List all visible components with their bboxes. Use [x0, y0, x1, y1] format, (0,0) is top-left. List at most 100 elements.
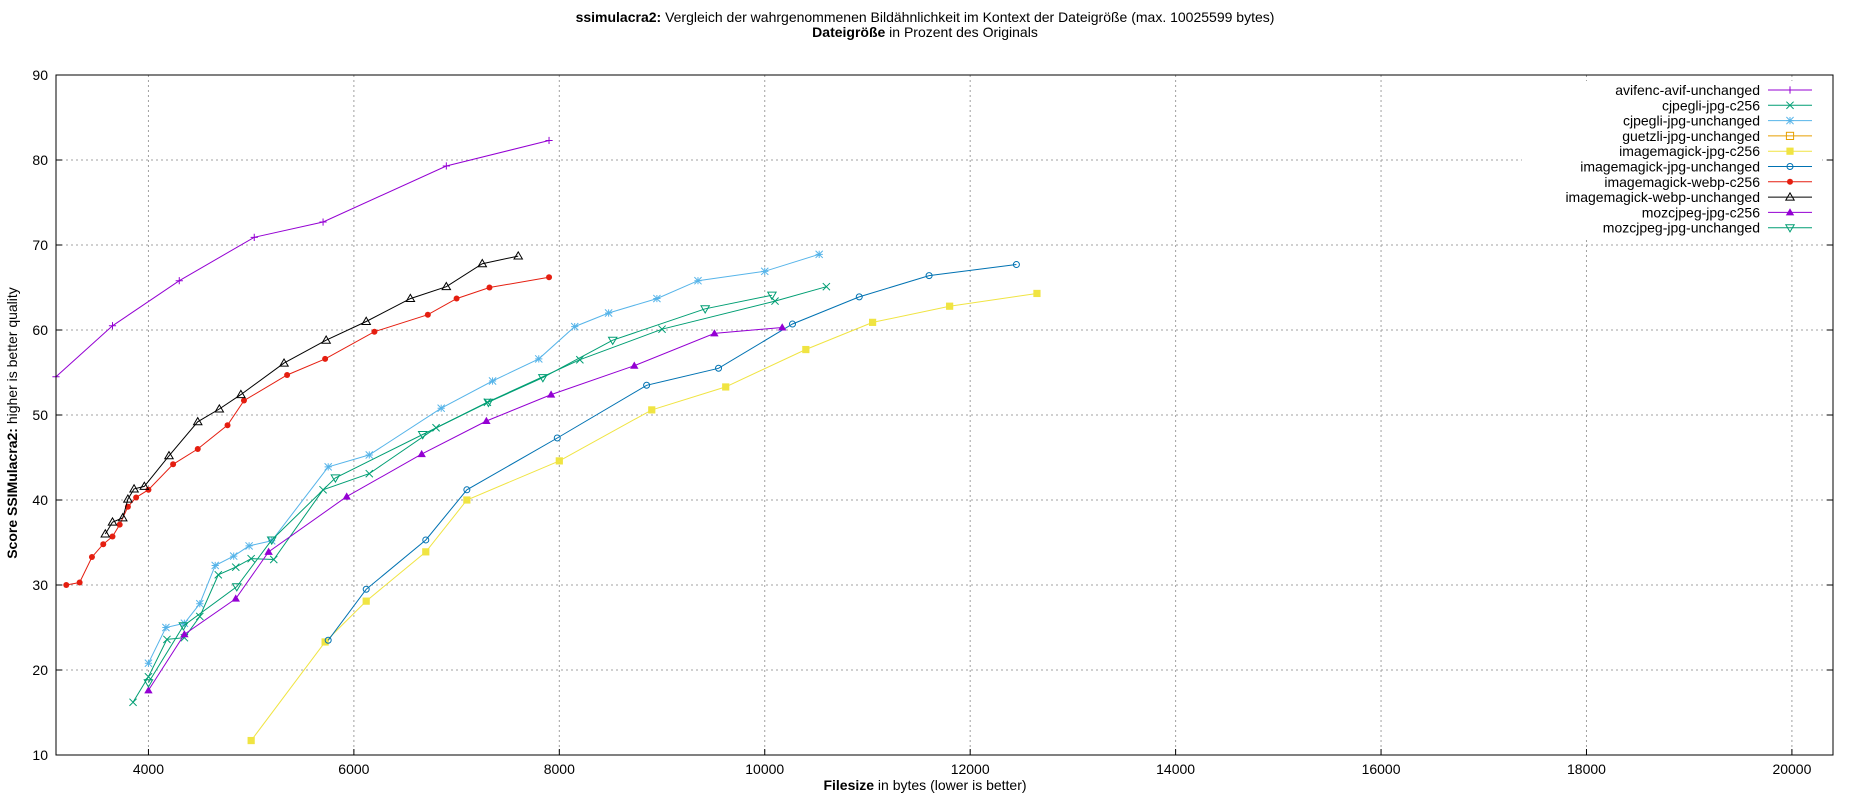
series-mozcjpeg-jpg-unchanged	[143, 291, 778, 688]
chart-title-rest: Vergleich der wahrgenommenen Bildähnlich…	[661, 9, 1274, 25]
data-point	[229, 552, 238, 561]
data-point	[1786, 147, 1794, 155]
data-point	[483, 398, 494, 408]
series-line	[55, 140, 550, 378]
data-point	[321, 638, 329, 646]
data-point	[422, 536, 430, 544]
data-point	[1012, 261, 1020, 269]
y-tick-label: 20	[32, 662, 48, 678]
data-point	[648, 406, 656, 414]
data-point	[194, 446, 201, 452]
data-point	[170, 461, 177, 468]
x-tick-label: 10000	[745, 761, 784, 777]
y-tick-label: 50	[32, 407, 48, 423]
legend-label: mozcjpeg-jpg-unchanged	[1603, 220, 1760, 236]
data-point	[269, 555, 278, 564]
data-point	[630, 361, 639, 369]
series-line	[104, 255, 519, 535]
data-point	[545, 136, 553, 145]
data-point	[546, 390, 556, 398]
data-point	[278, 357, 290, 367]
data-point	[453, 295, 460, 302]
data-point	[264, 547, 273, 555]
data-point	[330, 474, 341, 484]
data-point	[231, 583, 242, 592]
series-avifenc-avif-unchanged	[52, 136, 553, 381]
data-point	[652, 294, 661, 303]
data-point	[247, 554, 256, 563]
x-tick-label: 18000	[1567, 761, 1606, 777]
y-tick-label: 40	[32, 492, 48, 508]
series-line	[147, 327, 783, 691]
data-point	[424, 311, 431, 318]
data-point	[442, 162, 450, 170]
x2-axis-label-bold: Dateigröße	[812, 24, 885, 40]
legend-entry: mozcjpeg-jpg-unchanged	[1603, 220, 1812, 236]
x-axis-label-bold: Filesize	[823, 777, 874, 793]
x-tick-label: 6000	[338, 761, 369, 777]
chart-title-bold: ssimulacra2:	[576, 9, 662, 25]
data-point	[710, 329, 719, 337]
data-point	[365, 450, 374, 459]
data-point	[63, 582, 70, 588]
data-point	[235, 389, 246, 399]
data-point	[778, 323, 787, 331]
data-point	[362, 597, 370, 605]
data-point	[1785, 208, 1795, 216]
data-point	[143, 679, 154, 688]
data-point	[1786, 86, 1794, 94]
x-tick-label: 12000	[951, 761, 990, 777]
series-imagemagick-webp-c256	[63, 274, 553, 588]
data-point	[88, 553, 95, 560]
x2-axis-label: Dateigröße in Prozent des Originals	[812, 24, 1038, 40]
data-point	[224, 422, 231, 429]
data-point	[250, 233, 258, 241]
data-point	[116, 521, 123, 528]
legend-label: cjpegli-jpg-c256	[1662, 97, 1760, 113]
legend-entry: guetzli-jpg-unchanged	[1622, 128, 1812, 144]
data-point	[766, 291, 778, 301]
data-point	[1786, 101, 1794, 110]
data-point	[100, 528, 111, 538]
legend-label: guetzli-jpg-unchanged	[1622, 128, 1760, 144]
data-point	[108, 322, 117, 330]
data-point	[240, 397, 247, 404]
series-mozcjpeg-jpg-c256	[144, 323, 787, 694]
y-tick-label: 60	[32, 322, 48, 338]
data-point	[76, 579, 83, 586]
plot-frame	[55, 74, 1834, 756]
data-point	[1784, 191, 1796, 201]
data-point	[555, 457, 563, 465]
axes: 4000 6000 8000 10000 12000 14000 16000 18000 200…	[32, 67, 1834, 777]
legend-entry: mozcjpeg-jpg-c256	[1642, 204, 1812, 220]
data-point	[133, 494, 140, 501]
data-point	[324, 636, 332, 644]
x2-axis-label-rest: in Prozent des Originals	[885, 24, 1038, 40]
x-tick-label: 4000	[133, 761, 164, 777]
data-point	[362, 585, 370, 593]
data-point	[247, 736, 255, 745]
legend-entry: cjpegli-jpg-c256	[1662, 97, 1812, 113]
legend-entry: avifenc-avif-unchanged	[1615, 82, 1812, 98]
data-point	[107, 516, 118, 526]
data-point	[266, 536, 277, 546]
data-point	[553, 434, 561, 442]
legend-label: cjpegli-jpg-unchanged	[1623, 113, 1760, 129]
data-point	[175, 277, 183, 285]
legend-background	[1522, 81, 1822, 238]
data-point	[122, 493, 133, 503]
data-point	[604, 309, 613, 317]
legend-label: imagemagick-jpg-c256	[1619, 143, 1760, 159]
data-point	[802, 345, 810, 354]
data-point	[486, 284, 493, 291]
data-point	[700, 305, 711, 314]
series-imagemagick-jpg-unchanged	[324, 261, 1020, 644]
data-point	[128, 483, 140, 493]
data-point	[245, 541, 254, 550]
series-layer	[52, 136, 1041, 745]
data-point	[643, 381, 651, 389]
data-point	[534, 354, 543, 363]
y-axis-label: Score SSIMulacra2: higher is better qual…	[4, 287, 20, 559]
data-point	[477, 258, 488, 268]
data-point	[129, 698, 137, 707]
